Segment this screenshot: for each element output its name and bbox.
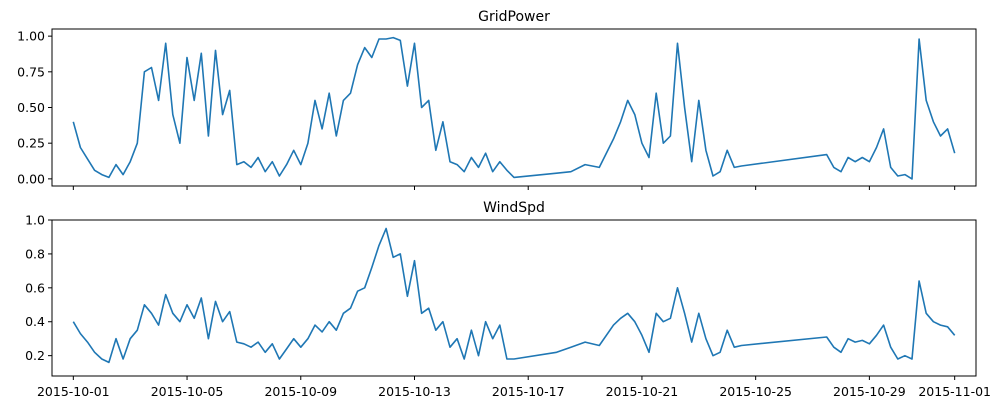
- y-tick-label: 0.6: [25, 280, 45, 295]
- x-tick-label: 2015-10-29: [833, 384, 906, 399]
- axes-frame: [51, 219, 977, 377]
- chart-title: WindSpd: [483, 200, 545, 216]
- x-tick-label: 2015-10-05: [151, 384, 224, 399]
- x-tick-label: 2015-10-09: [264, 384, 337, 399]
- chart-panel-2: WindSpd 0.2 0.4 0.6 0.8 1.0 2015-10-01 2015-10-…: [25, 200, 990, 399]
- y-tick-label: 0.2: [25, 348, 45, 363]
- x-tick-label: 2015-11-01: [918, 384, 990, 399]
- y-tick-label: 0.4: [25, 314, 45, 329]
- x-tick-label: 2015-10-01: [37, 384, 110, 399]
- x-tick-label: 2015-10-21: [606, 384, 679, 399]
- y-tick-label: 0.8: [25, 246, 45, 261]
- y-tick-label: 1.00: [17, 29, 45, 44]
- chart-panel-1: GridPower 0.00 0.25 0.50 0.75 1.00: [17, 9, 977, 190]
- series-line-1: [72, 36, 956, 180]
- x-tick-label: 2015-10-25: [719, 384, 792, 399]
- y-tick-label: 0.75: [17, 64, 45, 79]
- axes-frame: [51, 28, 977, 187]
- y-tick-label: 0.50: [17, 100, 45, 115]
- x-tick-label: 2015-10-17: [492, 384, 565, 399]
- y-tick-label: 1.0: [25, 213, 45, 228]
- series-line-1: [72, 227, 956, 364]
- y-tick-label: 0.00: [17, 171, 45, 186]
- x-tick-label: 2015-10-13: [378, 384, 451, 399]
- y-tick-label: 0.25: [17, 136, 45, 151]
- chart-title: GridPower: [478, 9, 550, 25]
